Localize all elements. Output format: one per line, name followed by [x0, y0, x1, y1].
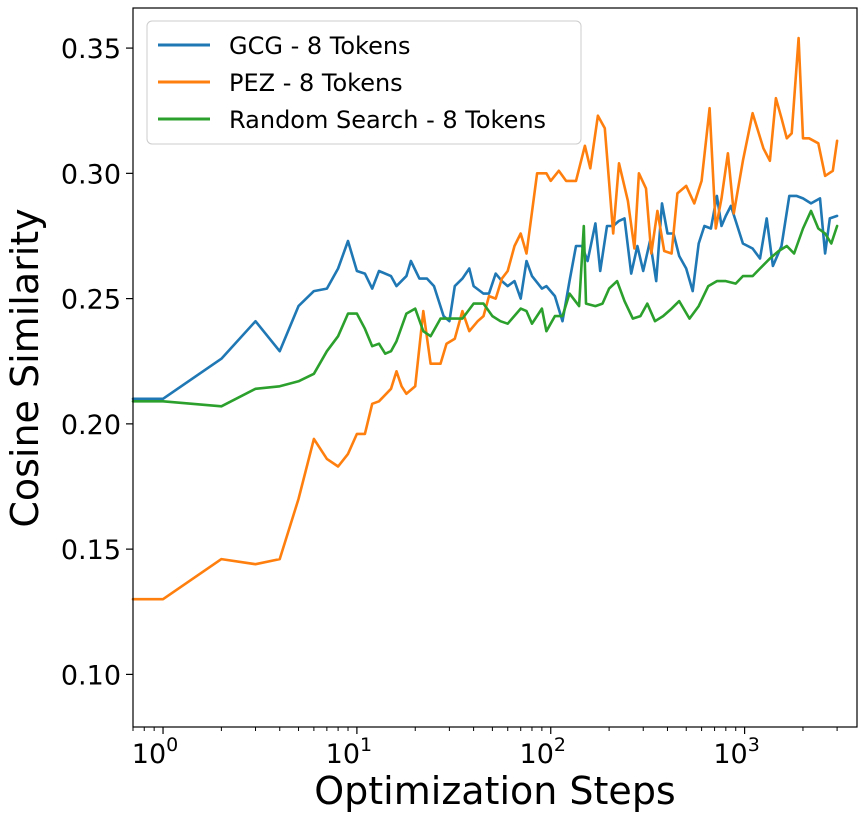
legend-label-2: PEZ - 8 Tokens: [229, 69, 403, 97]
y-tick-label: 0.30: [61, 159, 121, 190]
y-axis-ticks: 0.10 0.15 0.20 0.25 0.30 0.35: [61, 34, 133, 691]
x-tick-label: 103: [713, 734, 759, 770]
y-tick-label: 0.20: [61, 410, 121, 441]
legend: GCG - 8 Tokens PEZ - 8 Tokens Random Searc…: [146, 20, 582, 145]
y-tick-label: 0.10: [61, 660, 121, 691]
legend-label-1: GCG - 8 Tokens: [229, 32, 411, 60]
y-axis-title: Cosine Similarity: [3, 208, 47, 527]
legend-label-3: Random Search - 8 Tokens: [229, 106, 546, 134]
series-line-1: [131, 194, 839, 401]
x-tick-label: 100: [132, 734, 178, 770]
y-tick-label: 0.35: [61, 34, 121, 65]
series-line-2: [131, 36, 839, 601]
series-lines: [131, 36, 839, 601]
plot-frame: [132, 7, 858, 728]
legend-box: [146, 20, 582, 145]
x-axis-ticks: 100 101 102 103: [132, 727, 838, 770]
y-tick-label: 0.25: [61, 285, 121, 316]
y-tick-label: 0.15: [61, 535, 121, 566]
x-tick-label: 101: [326, 734, 372, 770]
series-line-3: [131, 209, 839, 408]
x-tick-label: 102: [520, 734, 566, 770]
x-axis-title: Optimization Steps: [314, 769, 675, 813]
